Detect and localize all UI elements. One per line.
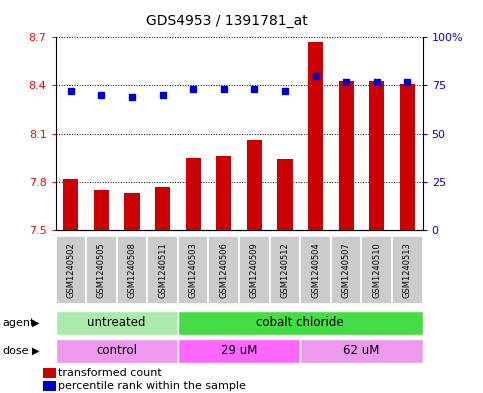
Text: GSM1240502: GSM1240502: [66, 242, 75, 298]
FancyBboxPatch shape: [178, 339, 300, 363]
Text: 29 uM: 29 uM: [221, 344, 257, 357]
Text: GSM1240511: GSM1240511: [158, 242, 167, 298]
FancyBboxPatch shape: [300, 237, 331, 304]
Text: ▶: ▶: [31, 346, 39, 356]
Bar: [216, 156, 231, 230]
Text: transformed count: transformed count: [58, 368, 162, 378]
FancyBboxPatch shape: [209, 237, 239, 304]
Bar: [155, 187, 170, 230]
Text: GSM1240503: GSM1240503: [189, 242, 198, 298]
FancyBboxPatch shape: [56, 237, 86, 304]
Text: GSM1240509: GSM1240509: [250, 242, 259, 298]
Bar: [94, 190, 109, 230]
Text: cobalt chloride: cobalt chloride: [256, 316, 344, 329]
FancyBboxPatch shape: [178, 310, 423, 335]
Text: ▶: ▶: [31, 318, 39, 328]
Text: GSM1240506: GSM1240506: [219, 242, 228, 298]
Text: GSM1240508: GSM1240508: [128, 242, 137, 298]
FancyBboxPatch shape: [300, 339, 423, 363]
Text: dose: dose: [2, 346, 29, 356]
FancyBboxPatch shape: [56, 339, 178, 363]
Bar: [63, 178, 78, 230]
FancyBboxPatch shape: [270, 237, 300, 304]
Bar: [339, 81, 354, 230]
Text: agent: agent: [2, 318, 35, 328]
Text: GSM1240505: GSM1240505: [97, 242, 106, 298]
Bar: [369, 81, 384, 230]
FancyBboxPatch shape: [331, 237, 361, 304]
Bar: [400, 84, 415, 230]
Text: untreated: untreated: [87, 316, 146, 329]
Text: GSM1240513: GSM1240513: [403, 242, 412, 298]
Text: 62 uM: 62 uM: [343, 344, 380, 357]
Text: GSM1240512: GSM1240512: [281, 242, 289, 298]
Text: GDS4953 / 1391781_at: GDS4953 / 1391781_at: [146, 14, 308, 28]
Bar: [125, 193, 140, 230]
Text: GSM1240504: GSM1240504: [311, 242, 320, 298]
Text: control: control: [96, 344, 137, 357]
Text: GSM1240507: GSM1240507: [341, 242, 351, 298]
Bar: [185, 158, 201, 230]
FancyBboxPatch shape: [56, 310, 178, 335]
FancyBboxPatch shape: [86, 237, 117, 304]
FancyBboxPatch shape: [361, 237, 392, 304]
Text: percentile rank within the sample: percentile rank within the sample: [58, 381, 246, 391]
FancyBboxPatch shape: [239, 237, 270, 304]
Bar: [308, 42, 323, 230]
Bar: [277, 159, 293, 230]
FancyBboxPatch shape: [147, 237, 178, 304]
FancyBboxPatch shape: [117, 237, 147, 304]
FancyBboxPatch shape: [178, 237, 209, 304]
Text: GSM1240510: GSM1240510: [372, 242, 381, 298]
Bar: [247, 140, 262, 230]
FancyBboxPatch shape: [392, 237, 423, 304]
